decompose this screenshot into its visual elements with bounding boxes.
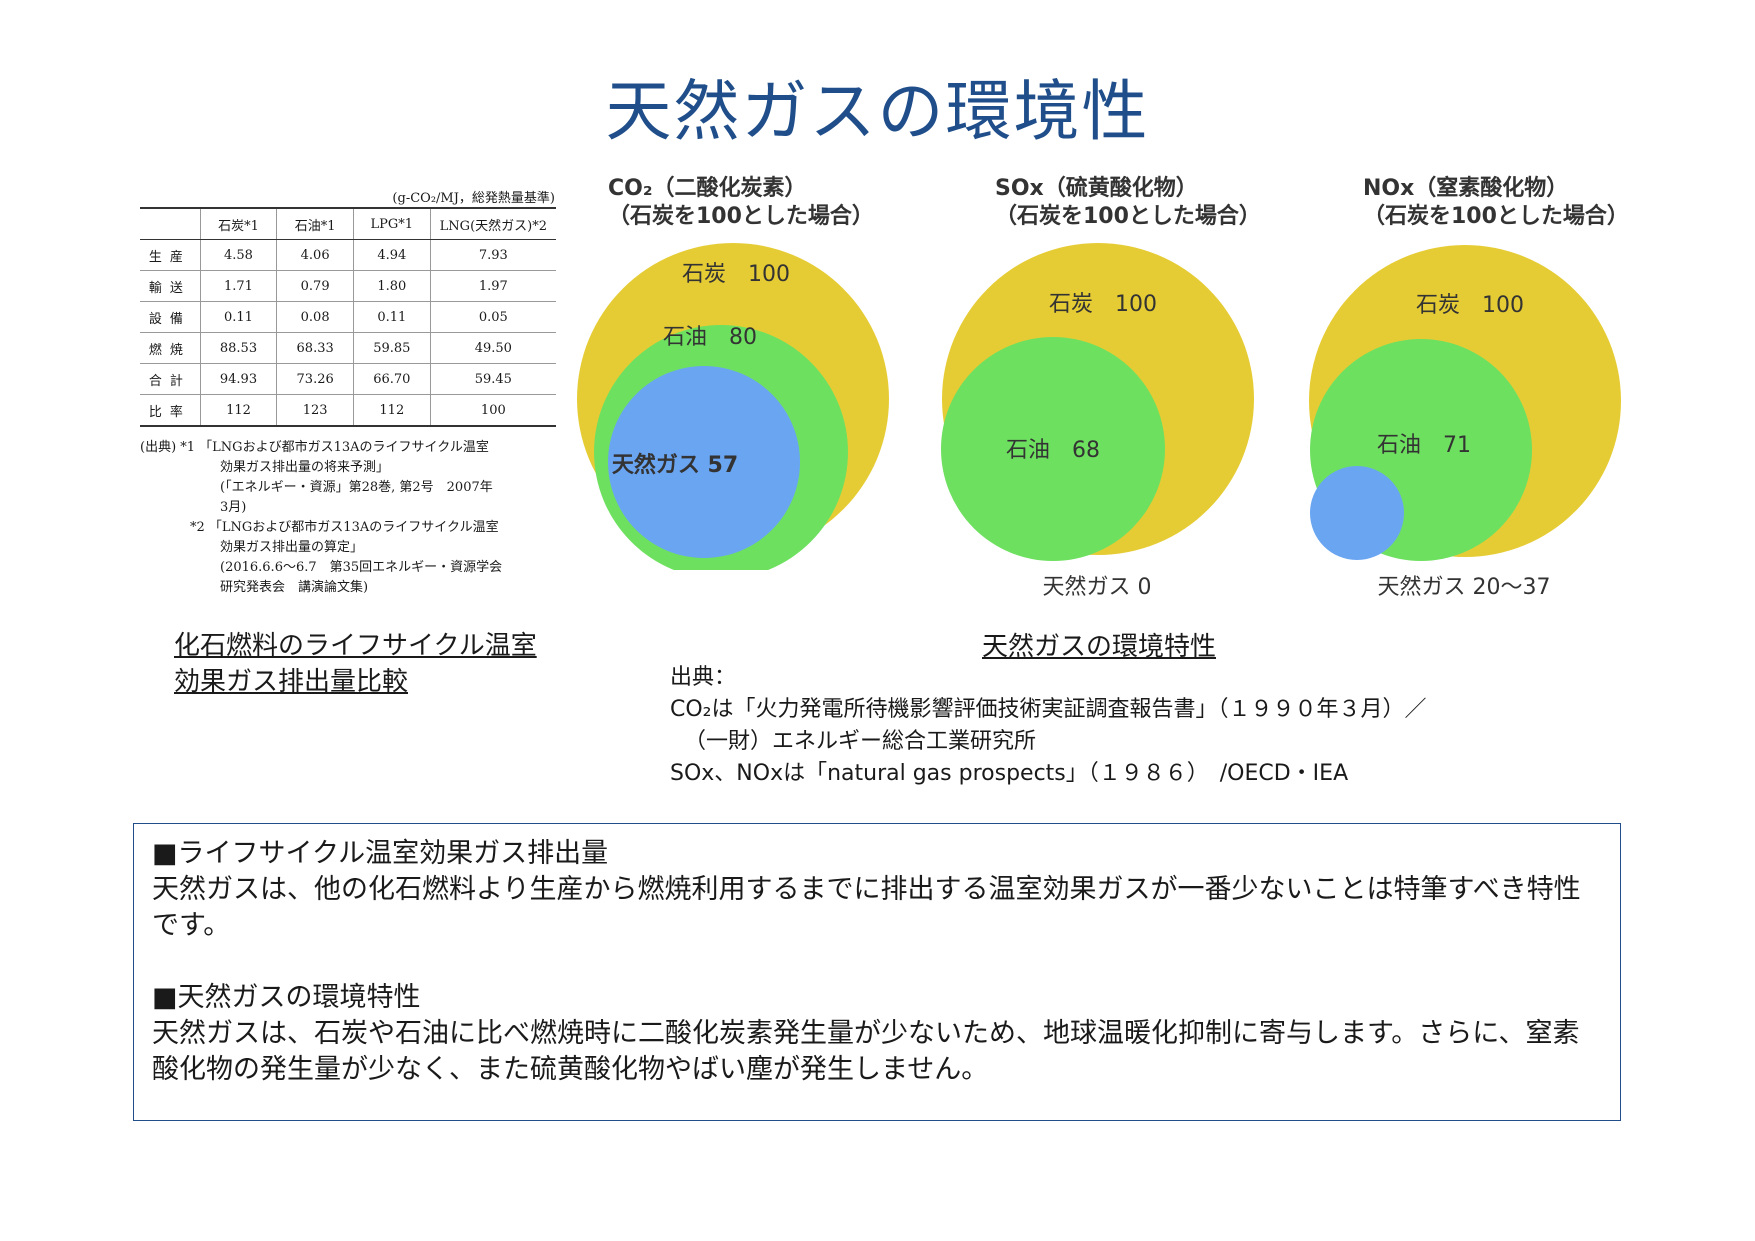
- table-cell: 1.71: [199, 270, 277, 302]
- oil-label: 石油 71: [1377, 433, 1471, 458]
- table-cell: 112: [352, 394, 431, 427]
- table-cell: 0.11: [352, 301, 431, 333]
- gas-label: 天然ガス 57: [612, 452, 738, 478]
- row-label: 設備: [140, 301, 201, 333]
- row-label: 比率: [140, 394, 201, 427]
- table-row: 輸送 1.71 0.79 1.80 1.97: [140, 270, 556, 302]
- chart-title-line: （石炭を100とした場合）: [1363, 204, 1629, 229]
- oil-label: 石油 80: [663, 325, 757, 350]
- chart-title-line: （石炭を100とした場合）: [608, 204, 874, 229]
- chart-nox-title: NOx（窒素酸化物） （石炭を100とした場合）: [1363, 175, 1629, 231]
- oil-circle: [941, 337, 1165, 561]
- table-cell: 4.94: [352, 239, 431, 271]
- chart-title-line: CO₂（二酸化炭素）: [608, 176, 807, 201]
- coal-label: 石炭 100: [682, 262, 790, 287]
- chart-sox: 石炭 100 石油 68 天然ガス 0: [941, 243, 1254, 600]
- source-line: CO₂は「火力発電所待機影響評価技術実証調査報告書」（１９９０年３月）／: [670, 697, 1427, 722]
- chart-co2: 石炭 100 石油 80 天然ガス 57: [577, 243, 889, 570]
- row-label: 生産: [140, 239, 201, 271]
- chart-co2-title: CO₂（二酸化炭素） （石炭を100とした場合）: [608, 175, 874, 231]
- gas-circle: [1310, 466, 1404, 560]
- table-cell: 68.33: [276, 332, 354, 364]
- table-header-coal: 石炭*1: [199, 208, 277, 240]
- table-cell: 94.93: [199, 363, 277, 395]
- note-line: (出典) *1 「LNGおよび都市ガス13Aのライフサイクル温室: [140, 440, 489, 455]
- table-cell: 59.45: [429, 363, 556, 395]
- gas-label: 天然ガス 0: [1043, 575, 1152, 600]
- chart-sox-title: SOx（硫黄酸化物） （石炭を100とした場合）: [995, 175, 1261, 231]
- row-label: 輸送: [140, 270, 201, 302]
- note-line: *2 「LNGおよび都市ガス13Aのライフサイクル温室: [190, 520, 499, 535]
- table-header-lpg: LPG*1: [352, 208, 431, 240]
- table-row: 比率 112 123 112 100: [140, 394, 556, 427]
- note-line: 効果ガス排出量の将来予測」: [220, 460, 390, 475]
- source-line: （一財）エネルギー総合工業研究所: [684, 729, 1037, 754]
- table-cell: 49.50: [429, 332, 556, 364]
- table-notes: (出典) *1 「LNGおよび都市ガス13Aのライフサイクル温室 効果ガス排出量…: [140, 438, 560, 598]
- table-row: 生産 4.58 4.06 4.94 7.93: [140, 239, 556, 271]
- spacer: [152, 944, 1602, 980]
- table-cell: 0.05: [429, 301, 556, 333]
- table-cell: 88.53: [199, 332, 277, 364]
- table-row: 合計 94.93 73.26 66.70 59.45: [140, 363, 556, 395]
- table-header-lng: LNG(天然ガス)*2: [429, 208, 556, 240]
- chart-nox: 石炭 100 石油 71 天然ガス 20～37: [1309, 245, 1621, 600]
- note-line: 研究発表会 講演論文集): [220, 580, 369, 595]
- chart-caption: 天然ガスの環境特性: [982, 632, 1217, 662]
- chart-title-line: SOx（硫黄酸化物）: [995, 176, 1198, 201]
- table-row: 設備 0.11 0.08 0.11 0.05: [140, 301, 556, 333]
- source-line: 出典：: [670, 665, 737, 690]
- table-header-oil: 石油*1: [276, 208, 354, 240]
- table-cell: 7.93: [429, 239, 556, 271]
- note-line: (2016.6.6～6.7 第35回エネルギー・資源学会: [220, 560, 503, 575]
- table-cell: 0.79: [276, 270, 354, 302]
- gas-label: 天然ガス 20～37: [1378, 575, 1551, 600]
- table-header-row: 石炭*1 石油*1 LPG*1 LNG(天然ガス)*2: [140, 208, 556, 240]
- table-cell: 0.08: [276, 301, 354, 333]
- note-line: (「エネルギー・資源」第28巻, 第2号 2007年: [220, 480, 493, 495]
- table-caption: 化石燃料のライフサイクル温室 効果ガス排出量比較: [174, 628, 537, 700]
- chart-title-line: NOx（窒素酸化物）: [1363, 176, 1569, 201]
- table-cell: 4.06: [276, 239, 354, 271]
- note-line: 3月): [220, 500, 247, 515]
- note-line: 効果ガス排出量の算定」: [220, 540, 364, 555]
- row-label: 燃焼: [140, 332, 201, 364]
- table-cell: 73.26: [276, 363, 354, 395]
- chart-title-line: （石炭を100とした場合）: [995, 204, 1261, 229]
- info-heading-environment: ■天然ガスの環境特性: [152, 982, 421, 1013]
- table-cell: 1.80: [352, 270, 431, 302]
- emission-table: 石炭*1 石油*1 LPG*1 LNG(天然ガス)*2 生産 4.58 4.06…: [140, 207, 556, 427]
- coal-label: 石炭 100: [1416, 293, 1524, 318]
- page-title: 天然ガスの環境性: [605, 73, 1150, 150]
- coal-label: 石炭 100: [1049, 292, 1157, 317]
- table-unit-note: (g-CO₂/MJ，総発熱量基準): [392, 191, 555, 206]
- oil-label: 石油 68: [1006, 438, 1100, 463]
- source-note: 出典： CO₂は「火力発電所待機影響評価技術実証調査報告書」（１９９０年３月）／…: [670, 662, 1427, 790]
- source-line: SOx、NOxは「natural gas prospects」（１９８６） /O…: [670, 761, 1349, 786]
- gas-circle: [608, 366, 800, 558]
- table-cell: 123: [276, 394, 354, 427]
- table-cell: 59.85: [352, 332, 431, 364]
- table-cell: 112: [199, 394, 277, 427]
- info-text-environment: 天然ガスは、石炭や石油に比べ燃焼時に二酸化炭素発生量が少ないため、地球温暖化抑制…: [152, 1018, 1580, 1085]
- table-cell: 4.58: [199, 239, 277, 271]
- info-box: ■ライフサイクル温室効果ガス排出量 天然ガスは、他の化石燃料より生産から燃焼利用…: [133, 823, 1621, 1121]
- table-cell: 1.97: [429, 270, 556, 302]
- info-text-lifecycle: 天然ガスは、他の化石燃料より生産から燃焼利用するまでに排出する温室効果ガスが一番…: [152, 874, 1581, 941]
- table-cell: 100: [429, 394, 556, 427]
- row-label: 合計: [140, 363, 201, 395]
- table-header-cell: [140, 208, 201, 240]
- table-cell: 66.70: [352, 363, 431, 395]
- table-cell: 0.11: [199, 301, 277, 333]
- info-heading-lifecycle: ■ライフサイクル温室効果ガス排出量: [152, 838, 609, 869]
- table-caption-line: 効果ガス排出量比較: [174, 667, 409, 697]
- table-row: 燃焼 88.53 68.33 59.85 49.50: [140, 332, 556, 364]
- table-caption-line: 化石燃料のライフサイクル温室: [174, 631, 537, 661]
